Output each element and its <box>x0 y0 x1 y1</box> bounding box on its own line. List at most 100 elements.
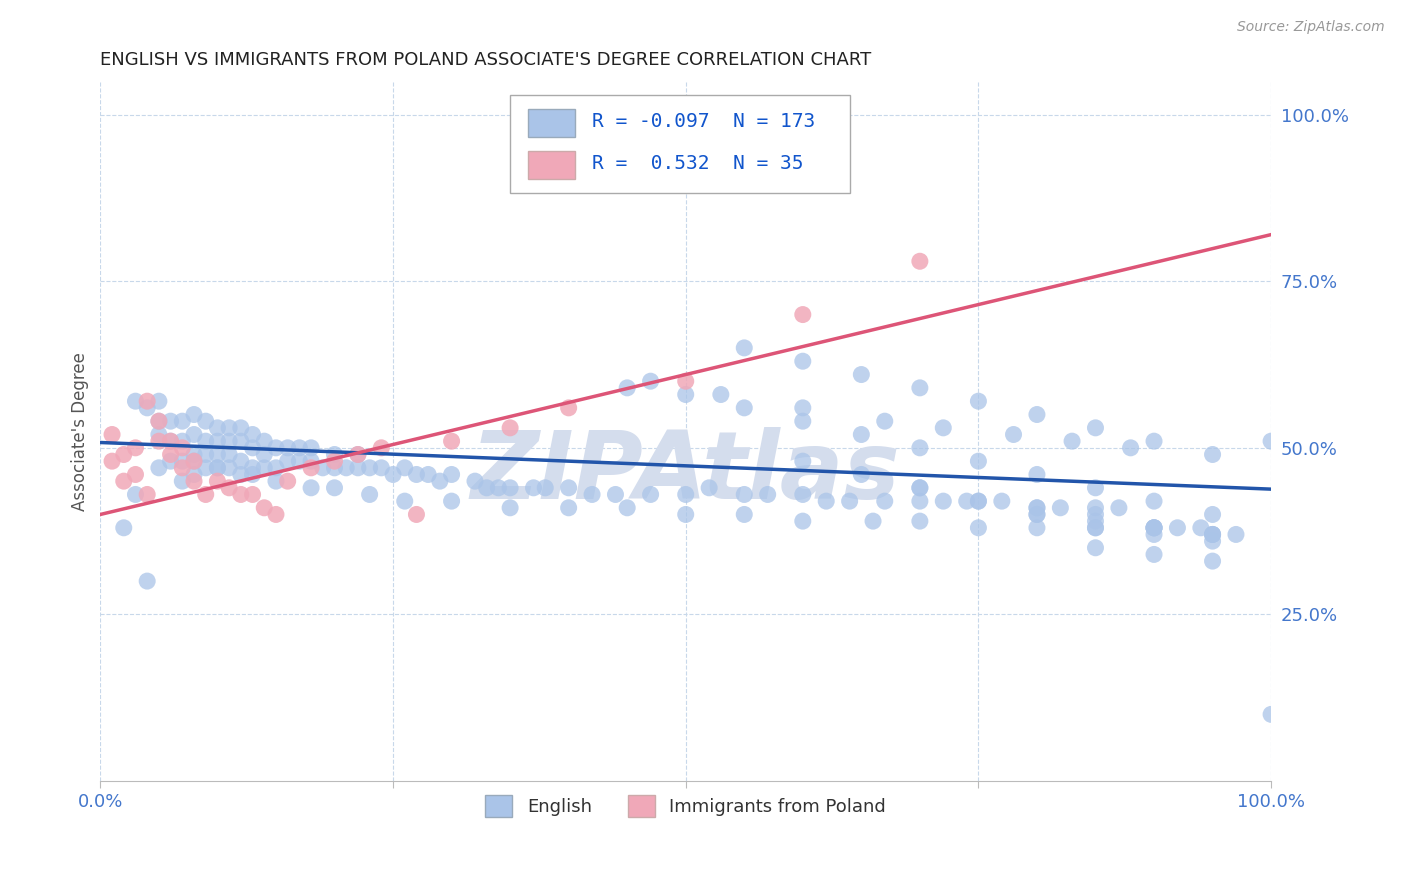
Point <box>967 394 990 409</box>
Point <box>148 460 170 475</box>
Point <box>616 500 638 515</box>
Point <box>359 460 381 475</box>
Point <box>183 408 205 422</box>
Point <box>183 454 205 468</box>
Legend: English, Immigrants from Poland: English, Immigrants from Poland <box>478 788 893 824</box>
Point <box>112 521 135 535</box>
Point <box>207 421 229 435</box>
Point <box>264 508 287 522</box>
Point <box>253 448 276 462</box>
Point <box>967 521 990 535</box>
Point <box>640 487 662 501</box>
Point <box>1260 434 1282 449</box>
Point <box>394 460 416 475</box>
Point <box>418 467 440 482</box>
Point <box>194 448 217 462</box>
Point <box>908 381 931 395</box>
Point <box>218 460 240 475</box>
Text: R = -0.097  N = 173: R = -0.097 N = 173 <box>592 112 815 131</box>
Point <box>1026 521 1049 535</box>
Point <box>112 448 135 462</box>
Text: Source: ZipAtlas.com: Source: ZipAtlas.com <box>1237 20 1385 34</box>
Point <box>172 434 194 449</box>
Point <box>335 460 357 475</box>
Point <box>675 508 697 522</box>
Point <box>194 414 217 428</box>
Point <box>148 414 170 428</box>
Point <box>1108 500 1130 515</box>
Point <box>242 427 264 442</box>
Point <box>101 454 124 468</box>
Point <box>159 414 181 428</box>
Point <box>1201 527 1223 541</box>
Point <box>733 508 755 522</box>
Point <box>967 494 990 508</box>
Point <box>264 474 287 488</box>
Point <box>299 454 322 468</box>
Point <box>242 467 264 482</box>
Point <box>1026 467 1049 482</box>
Point <box>1143 434 1166 449</box>
Point <box>207 460 229 475</box>
Point <box>792 514 814 528</box>
Point <box>405 467 427 482</box>
Point <box>218 434 240 449</box>
Point <box>159 434 181 449</box>
Point <box>1084 514 1107 528</box>
Point <box>908 254 931 268</box>
Point <box>312 460 335 475</box>
Text: ENGLISH VS IMMIGRANTS FROM POLAND ASSOCIATE'S DEGREE CORRELATION CHART: ENGLISH VS IMMIGRANTS FROM POLAND ASSOCI… <box>100 51 872 69</box>
Point <box>242 487 264 501</box>
Point <box>1084 508 1107 522</box>
Point <box>253 500 276 515</box>
Point <box>1143 494 1166 508</box>
Point <box>908 481 931 495</box>
Point <box>557 500 579 515</box>
Point <box>522 481 544 495</box>
Point <box>605 487 627 501</box>
Point <box>124 394 146 409</box>
Point <box>183 474 205 488</box>
Point <box>499 500 522 515</box>
Point <box>183 454 205 468</box>
Point <box>172 414 194 428</box>
Point <box>159 448 181 462</box>
Point <box>1143 521 1166 535</box>
Point <box>640 374 662 388</box>
Point <box>1143 521 1166 535</box>
Point <box>1201 527 1223 541</box>
Point <box>1225 527 1247 541</box>
Point <box>499 481 522 495</box>
Point <box>851 427 873 442</box>
Point <box>347 448 370 462</box>
Point <box>347 460 370 475</box>
Point <box>253 434 276 449</box>
Point <box>136 394 159 409</box>
Point <box>172 454 194 468</box>
Point <box>194 434 217 449</box>
Point <box>229 454 252 468</box>
Point <box>1084 541 1107 555</box>
Point <box>1060 434 1083 449</box>
Point <box>1084 421 1107 435</box>
Point <box>581 487 603 501</box>
Point <box>792 414 814 428</box>
Point <box>908 441 931 455</box>
Point <box>475 481 498 495</box>
Point <box>486 481 509 495</box>
Point <box>756 487 779 501</box>
Point <box>967 494 990 508</box>
Point <box>908 481 931 495</box>
Point <box>242 441 264 455</box>
Point <box>159 434 181 449</box>
Point <box>815 494 838 508</box>
Point <box>183 448 205 462</box>
Text: R =  0.532  N = 35: R = 0.532 N = 35 <box>592 154 804 173</box>
Point <box>956 494 979 508</box>
Point <box>347 448 370 462</box>
Y-axis label: Associate's Degree: Associate's Degree <box>72 351 89 510</box>
Point <box>534 481 557 495</box>
Point <box>932 421 955 435</box>
Point <box>183 427 205 442</box>
Point <box>733 341 755 355</box>
